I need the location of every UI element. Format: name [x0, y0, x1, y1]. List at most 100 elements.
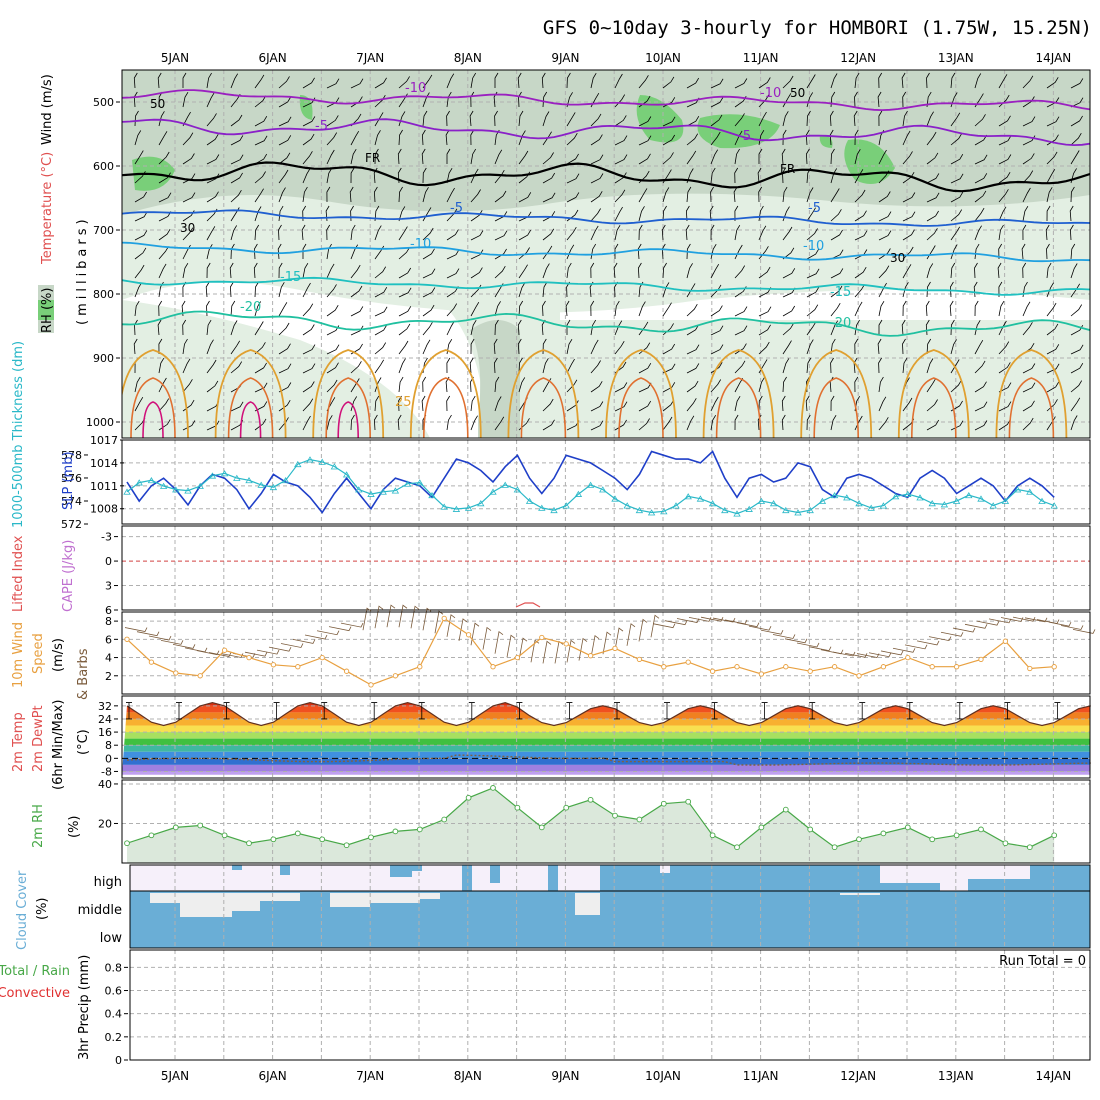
thickness-point — [367, 490, 375, 497]
wind-barb — [566, 400, 579, 412]
wind-barb — [398, 306, 412, 317]
wind-barb — [902, 357, 908, 374]
wind-barb — [590, 339, 599, 355]
date-label: 8JAN — [454, 51, 482, 65]
wind-barb — [662, 152, 674, 165]
rh2m-point — [246, 840, 252, 847]
temp-band — [122, 712, 1090, 719]
wind-barb — [158, 377, 167, 393]
wind-barb — [1070, 380, 1083, 393]
wind-barb — [614, 115, 627, 127]
wind-barb — [830, 338, 836, 355]
wind-barb — [805, 395, 810, 412]
thickness-point — [416, 479, 424, 486]
thickness-point — [635, 506, 644, 514]
wind-barb — [566, 192, 580, 203]
wind-barb — [998, 382, 1012, 393]
wind-barb — [638, 116, 652, 127]
tick-label: 600 — [93, 160, 114, 173]
speed-point — [880, 664, 887, 670]
minmax-bar — [711, 702, 718, 720]
thickness-point — [989, 502, 997, 509]
wind-barb — [878, 72, 883, 89]
wind-barb — [901, 319, 906, 336]
wind-barb — [542, 398, 554, 412]
precip-convective-label: Convective — [0, 986, 70, 1001]
wind-barb — [878, 191, 891, 203]
wind-barb — [182, 132, 194, 146]
wind-barb — [736, 622, 760, 628]
wind-barb — [373, 414, 378, 431]
wind-barb — [148, 635, 172, 641]
wind-barb — [1046, 187, 1053, 203]
wind-barb — [734, 113, 745, 127]
wind-barb — [1022, 262, 1027, 279]
wind-barb — [733, 186, 738, 203]
wind-barb — [1046, 205, 1051, 222]
wind-barb — [734, 167, 739, 184]
wind-barb — [278, 262, 283, 279]
thickness-point — [245, 476, 253, 484]
thickness-point — [281, 476, 290, 484]
wind-barb — [230, 114, 243, 127]
isotherm-line — [122, 241, 1090, 263]
wind-barb — [182, 420, 196, 431]
wind-barb — [686, 344, 700, 355]
speed-point — [221, 647, 228, 653]
wind-barb — [278, 205, 284, 222]
wind-barb — [590, 300, 595, 317]
wind-barb — [710, 325, 724, 336]
wind-barb — [220, 653, 244, 658]
wind-barb — [830, 285, 843, 298]
wind-barb — [878, 300, 885, 317]
wind-barb — [854, 284, 865, 298]
speed-point — [295, 664, 301, 670]
wind-barb — [686, 77, 700, 89]
cape-axis: -3 0 3 6 — [101, 531, 118, 617]
wind-barb — [422, 187, 429, 203]
wind-barb — [782, 340, 792, 355]
wind-barb — [590, 381, 603, 393]
wind-barb — [278, 363, 292, 374]
contour-label: -15 — [830, 285, 851, 300]
wind-barb — [614, 401, 628, 412]
thickness-point — [574, 490, 583, 497]
wind-barb — [652, 623, 676, 629]
wind-barb — [638, 206, 645, 222]
wind-barb — [902, 229, 915, 241]
rh2m-area — [127, 787, 1055, 863]
wind-barb — [614, 135, 628, 146]
wind-barb — [446, 167, 453, 184]
speed-point — [709, 668, 716, 674]
wind-barb — [878, 265, 890, 279]
wind-barb — [446, 187, 455, 203]
wind-barb — [326, 132, 338, 146]
isotherm-25 — [312, 349, 385, 438]
wind-barb — [974, 300, 979, 317]
thickness-point — [843, 494, 851, 501]
date-label: 6JAN — [259, 1069, 287, 1083]
wind-barb — [830, 395, 835, 412]
wind-barb — [952, 627, 976, 633]
wind-barb — [686, 324, 699, 336]
wind-barb — [158, 263, 167, 279]
speed-point — [1027, 665, 1033, 672]
wind-barb — [916, 640, 940, 646]
wind-barb — [446, 110, 450, 127]
cloud-high-bar — [280, 865, 290, 875]
isotherm-30 — [1008, 377, 1055, 438]
wind-barb — [613, 262, 618, 279]
wind-barb — [206, 380, 219, 393]
wind-barb — [902, 91, 907, 108]
wind-barb — [614, 382, 628, 393]
wind-barb — [1021, 243, 1026, 260]
rh-region — [470, 320, 520, 438]
wind-barb — [880, 650, 904, 656]
wind-barb — [350, 285, 363, 298]
wind-barb — [470, 189, 481, 203]
minmax-bar — [126, 702, 132, 720]
speed-point — [661, 664, 667, 670]
minmax-bar — [321, 702, 328, 720]
wind-barb — [926, 228, 938, 241]
isotherm-25 — [605, 349, 677, 438]
